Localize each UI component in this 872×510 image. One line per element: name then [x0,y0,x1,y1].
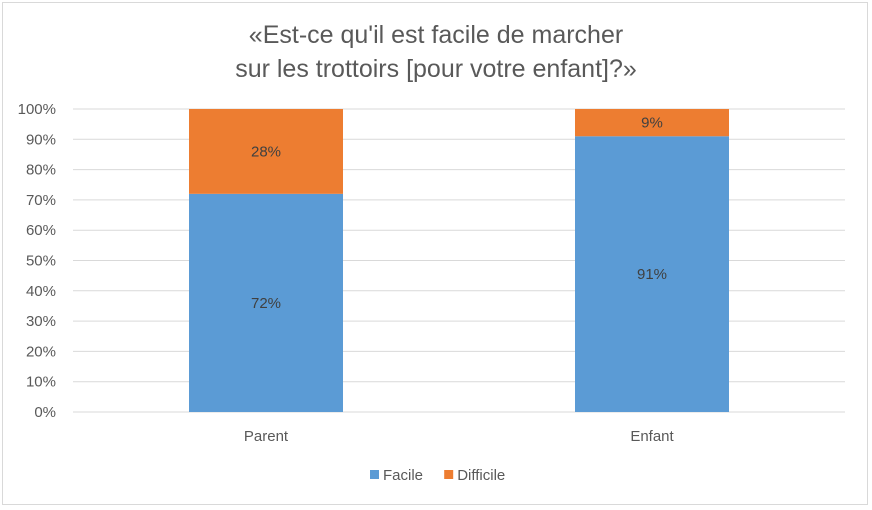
y-tick-label: 0% [34,404,56,421]
chart-title: «Est-ce qu'il est facile de marcher sur … [0,18,872,86]
y-tick-label: 30% [26,313,56,330]
data-label: 91% [637,266,667,283]
y-tick-label: 80% [26,162,56,179]
y-tick-label: 60% [26,222,56,239]
y-tick-label: 70% [26,192,56,209]
data-label: 9% [641,115,663,132]
legend-swatch-facile [370,470,379,479]
legend-swatch-difficile [444,470,454,479]
x-category-label: Enfant [630,428,674,445]
y-tick-label: 50% [26,253,56,270]
bar-facile-parent [189,193,343,412]
chart-title-line-1: «Est-ce qu'il est facile de marcher [248,21,624,49]
bar-facile-enfant [575,136,729,412]
y-tick-label: 10% [26,374,56,391]
y-tick-label: 90% [26,131,56,148]
x-category-label: Parent [244,428,289,445]
legend-label-facile: Facile [383,467,423,484]
data-label: 72% [251,295,281,312]
data-label: 28% [251,143,281,160]
y-tick-label: 100% [18,101,56,118]
bar-difficile-parent [189,109,343,194]
chart-title-line-2: sur les trottoirs [pour votre enfant]?» [235,55,637,83]
legend-label-difficile: Difficile [457,467,505,484]
bar-difficile-enfant [575,109,729,137]
y-tick-label: 20% [26,343,56,360]
y-tick-label: 40% [26,283,56,300]
